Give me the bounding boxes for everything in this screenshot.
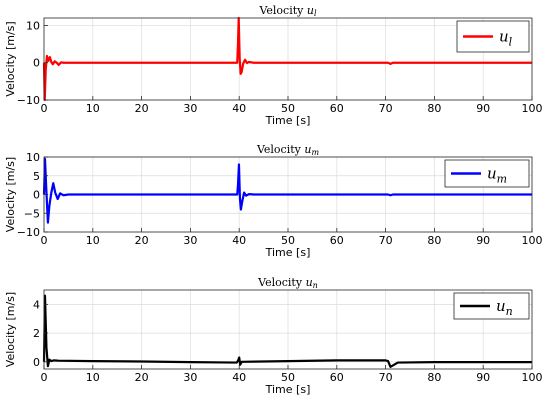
x-tick-label: 10 — [86, 234, 100, 247]
x-tick-label: 40 — [232, 234, 246, 247]
chart-title: Velocity ul — [258, 4, 317, 18]
x-tick-label: 80 — [427, 102, 441, 115]
y-tick-label: 10 — [26, 19, 40, 32]
series-line-u_n — [42, 294, 532, 368]
x-tick-label: 40 — [232, 102, 246, 115]
series-line-u_l — [42, 16, 532, 102]
chart-title: Velocity un — [257, 276, 318, 290]
x-tick-label: 50 — [281, 371, 295, 384]
x-tick-label: 20 — [135, 371, 149, 384]
subplot-2: 0 10 20 30 40 50 60 70 80 90 100 −10 −5 0 5 10 Time [s] V… — [4, 143, 543, 259]
x-tick-label: 60 — [330, 102, 344, 115]
x-tick-label: 80 — [427, 371, 441, 384]
y-tick-label: 0 — [33, 356, 40, 369]
x-tick-label: 20 — [135, 102, 149, 115]
legend-label: un — [496, 297, 513, 318]
y-tick-label: 2 — [33, 327, 40, 340]
y-tick-label: 4 — [33, 298, 40, 311]
x-tick-label: 10 — [86, 102, 100, 115]
y-axis-label: Velocity [m/s] — [4, 292, 17, 367]
legend-label: um — [487, 165, 507, 186]
series-line-u_m — [42, 157, 532, 224]
y-tick-label: 0 — [33, 189, 40, 202]
y-tick-label: −5 — [24, 207, 40, 220]
x-axis-label: Time [s] — [265, 114, 311, 127]
subplot-3: 0 10 20 30 40 50 60 70 80 90 100 0 2 4 Time [s] Velocit… — [4, 276, 543, 396]
x-tick-label: 100 — [522, 102, 543, 115]
x-tick-label: 90 — [476, 234, 490, 247]
x-tick-label: 50 — [281, 102, 295, 115]
x-tick-label: 30 — [183, 371, 197, 384]
y-axis-label: Velocity [m/s] — [4, 21, 17, 96]
x-tick-label: 40 — [232, 371, 246, 384]
x-tick-label: 90 — [476, 102, 490, 115]
chart-title: Velocity um — [256, 143, 320, 157]
x-tick-label: 0 — [41, 371, 48, 384]
x-tick-label: 0 — [41, 234, 48, 247]
x-tick-label: 90 — [476, 371, 490, 384]
y-axis-label: Velocity [m/s] — [4, 157, 17, 232]
x-tick-label: 50 — [281, 234, 295, 247]
x-tick-label: 60 — [330, 234, 344, 247]
x-tick-label: 20 — [135, 234, 149, 247]
x-axis-label: Time [s] — [265, 246, 311, 259]
x-tick-label: 10 — [86, 371, 100, 384]
x-tick-label: 30 — [183, 102, 197, 115]
x-tick-label: 100 — [522, 234, 543, 247]
x-tick-label: 100 — [522, 371, 543, 384]
x-tick-label: 0 — [41, 102, 48, 115]
x-tick-label: 60 — [330, 371, 344, 384]
y-tick-label: 0 — [33, 57, 40, 70]
x-axis-label: Time [s] — [265, 383, 311, 396]
y-tick-label: −10 — [17, 226, 40, 239]
legend-label: ul — [499, 28, 513, 49]
y-tick-label: −10 — [17, 94, 40, 107]
x-tick-label: 70 — [379, 371, 393, 384]
x-tick-label: 80 — [427, 234, 441, 247]
y-tick-label: 5 — [33, 170, 40, 183]
x-tick-label: 70 — [379, 102, 393, 115]
x-tick-label: 70 — [379, 234, 393, 247]
y-tick-label: 10 — [26, 151, 40, 164]
x-tick-label: 30 — [183, 234, 197, 247]
